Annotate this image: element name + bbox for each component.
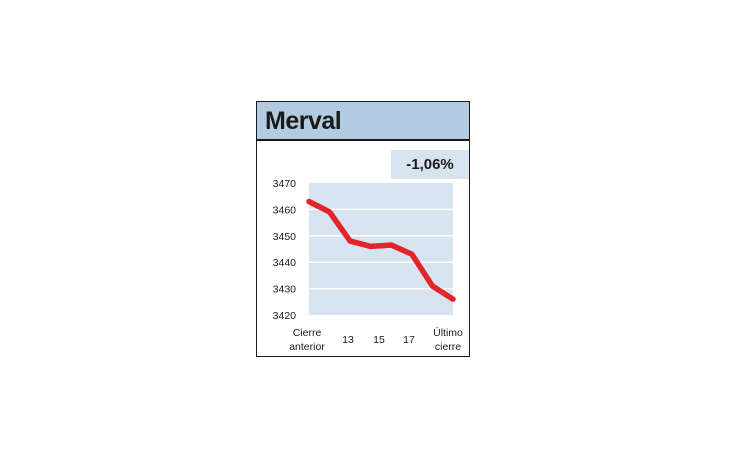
- y-tick-label: 3460: [273, 204, 297, 216]
- x-tick-label: 17: [403, 334, 415, 346]
- x-tick-label: anterior: [289, 341, 325, 353]
- line-chart: 3470 3460 3450 3440 3430 3420 Cierre anterior 1…: [273, 178, 463, 353]
- y-tick-label: 3420: [273, 310, 297, 322]
- y-tick-label: 3430: [273, 284, 297, 296]
- x-tick-label: Último: [433, 326, 463, 339]
- series-line: [306, 198, 456, 302]
- merval-card: Merval -1,06% 3470 3460 3450 3440 3430 3420 C…: [256, 101, 470, 357]
- y-tick-label: 3440: [273, 257, 297, 269]
- x-tick-label: cierre: [435, 341, 461, 353]
- x-tick-label: 13: [342, 334, 354, 346]
- header-bar: Merval: [257, 102, 469, 141]
- y-tick-label: 3450: [273, 231, 297, 243]
- y-tick-label: 3470: [273, 178, 297, 190]
- x-tick-label: Cierre: [293, 327, 322, 339]
- chart-title: Merval: [265, 107, 342, 135]
- plot-background: [309, 183, 453, 315]
- x-tick-label: 15: [373, 334, 385, 346]
- change-badge: -1,06%: [391, 150, 469, 179]
